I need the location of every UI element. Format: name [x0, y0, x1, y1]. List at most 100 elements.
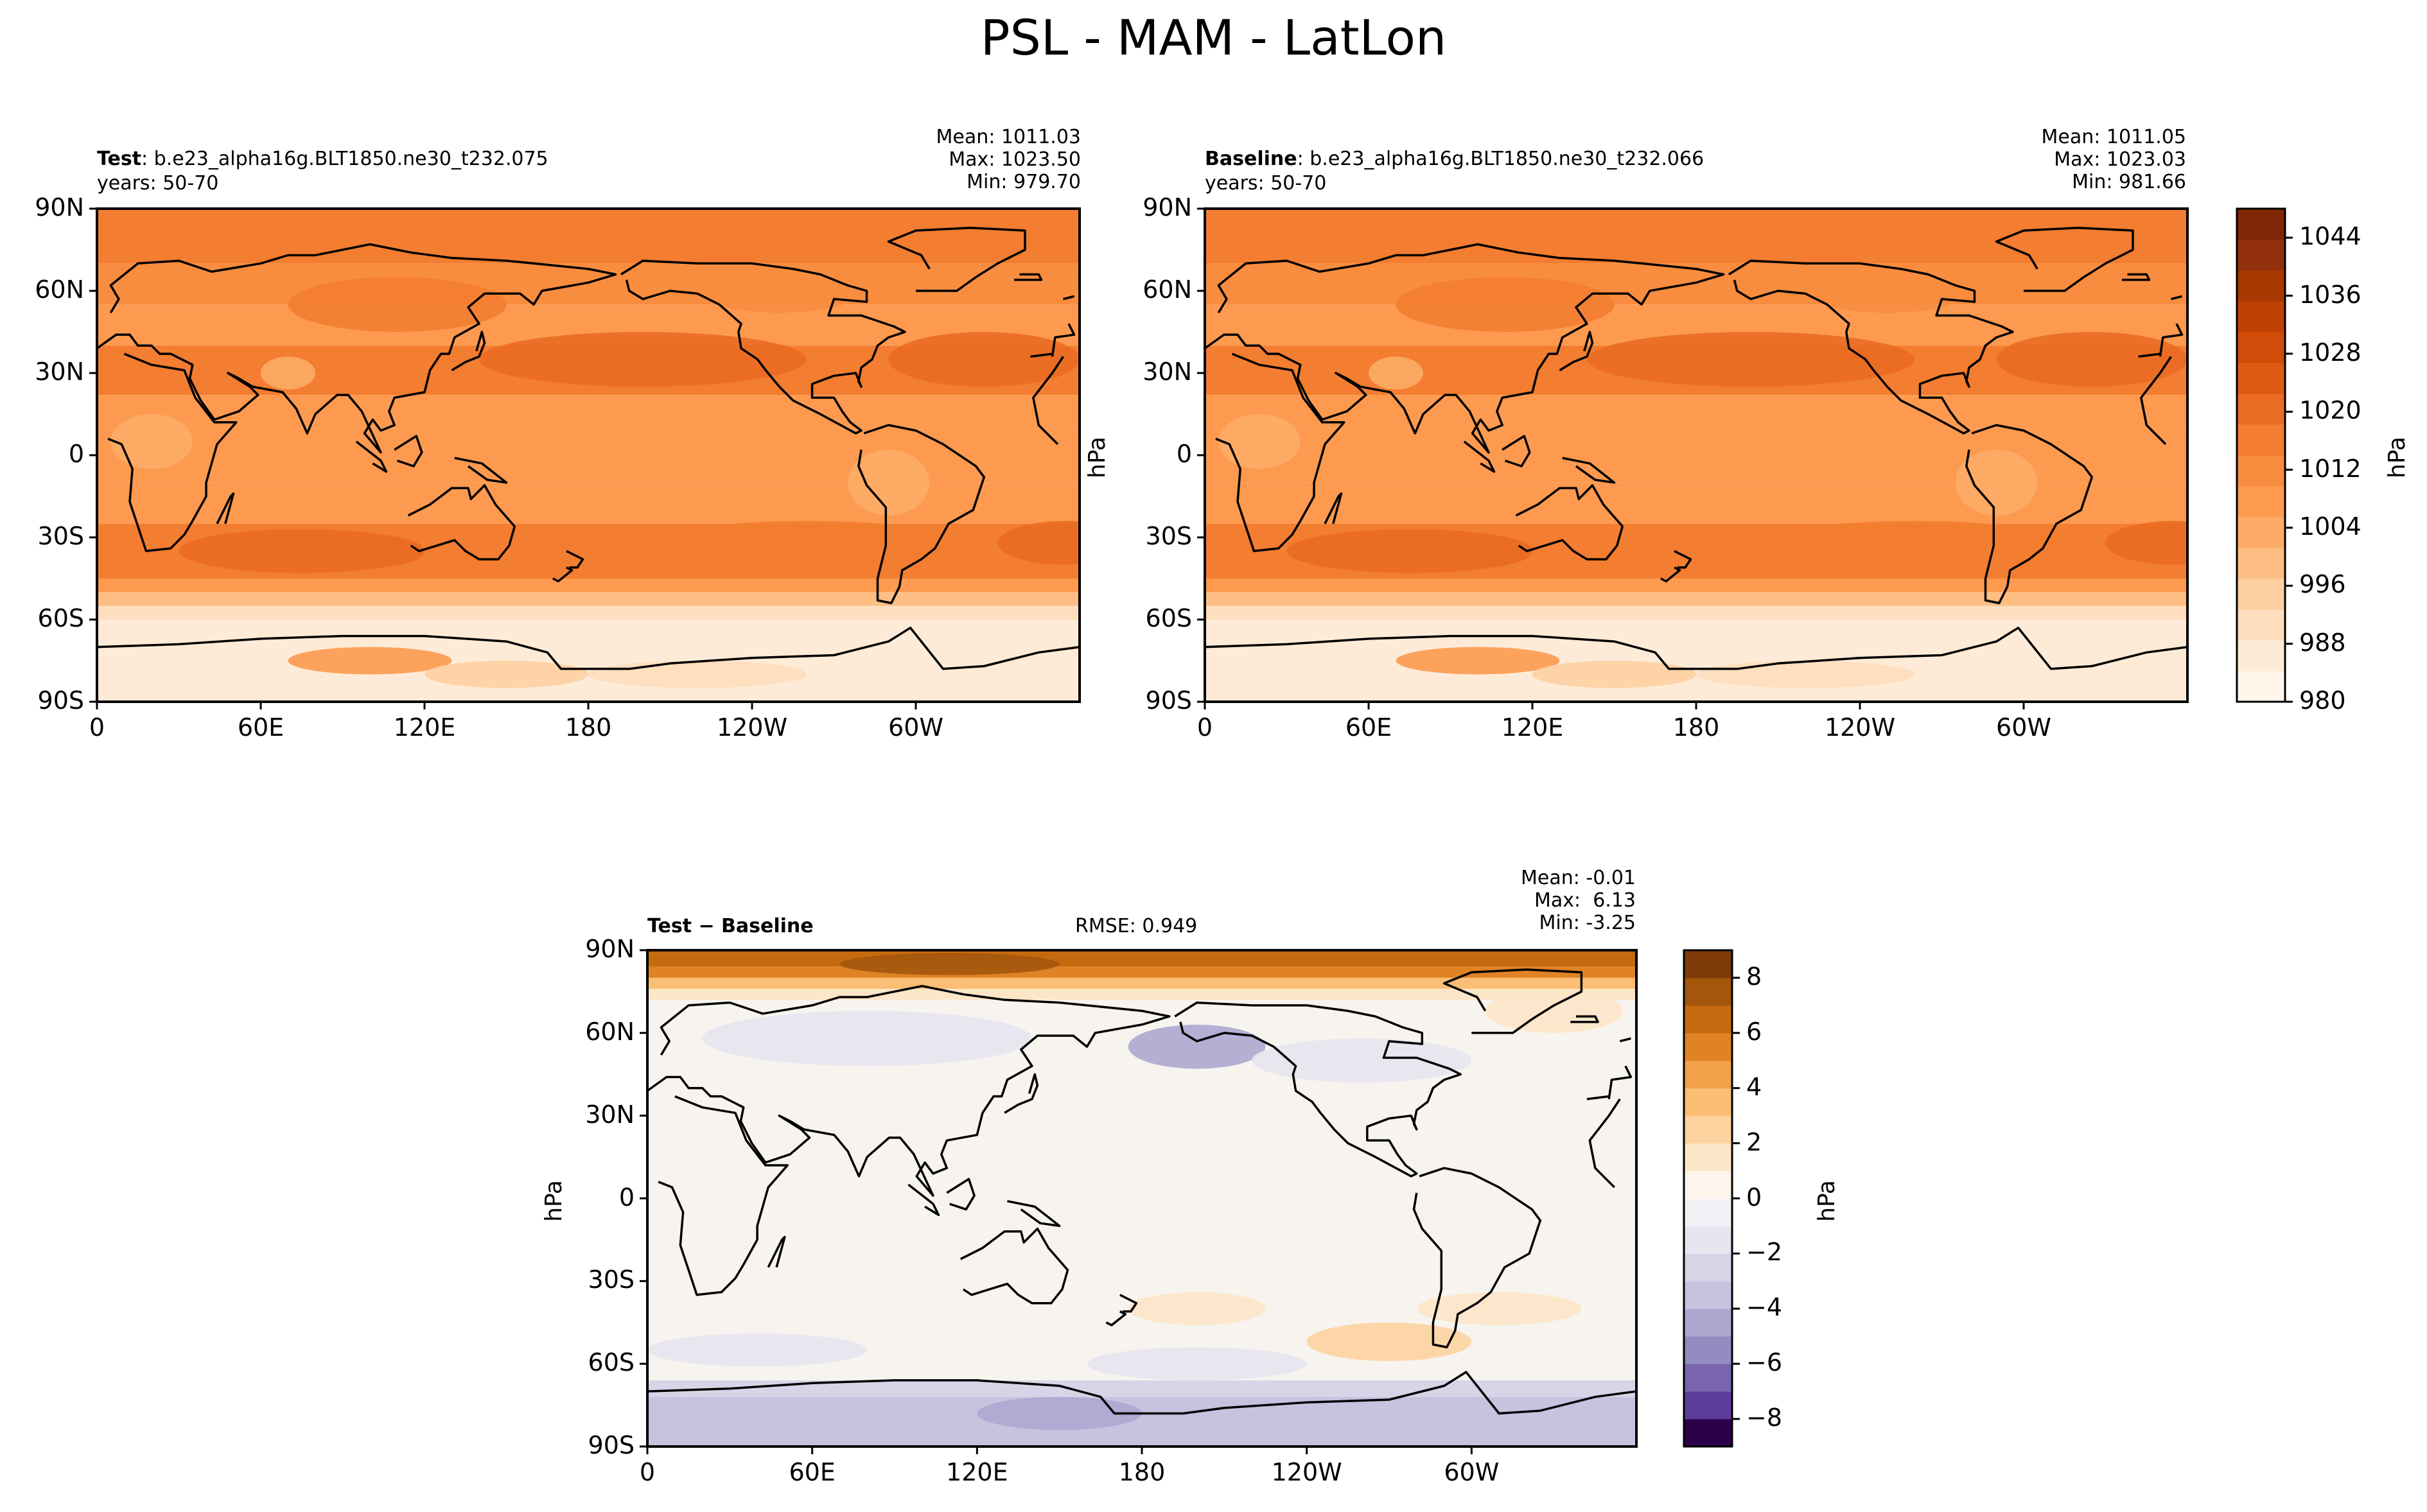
coastline	[1442, 968, 1583, 1034]
lat-tick-label: 0	[1176, 440, 1192, 468]
diff-anomaly-blob	[702, 1011, 1032, 1066]
colorbar-segment	[2237, 301, 2285, 333]
pressure-band	[97, 578, 1080, 593]
colorbar-tick-label: −6	[1746, 1348, 1783, 1377]
test-max: Max: 1023.50	[949, 148, 1081, 171]
coastline	[1004, 1073, 1039, 1114]
diff-colorbar	[1683, 949, 1740, 1448]
pressure-anomaly-blob	[288, 647, 452, 675]
colorbar-segment	[2237, 640, 2285, 672]
colorbar-segment	[1684, 977, 1732, 1006]
test-label: Test	[97, 148, 142, 170]
colorbar-tick-label: 1044	[2299, 222, 2361, 251]
pressure-anomaly-blob	[888, 332, 1080, 387]
colorbar-segment	[2237, 363, 2285, 394]
coastline	[355, 440, 388, 473]
pressure-anomaly-blob	[479, 332, 807, 387]
coastline	[620, 259, 906, 435]
pressure-anomaly-blob	[2105, 521, 2187, 565]
pressure-anomaly-blob	[1696, 661, 1914, 688]
colorbar-segment	[1684, 1198, 1732, 1226]
coastline	[394, 435, 423, 467]
colorbar-tick-label: 1020	[2299, 396, 2361, 425]
colorbar-segment	[2237, 486, 2285, 517]
baseline-map	[1197, 207, 2189, 709]
diff-anomaly-blob	[1306, 1322, 1472, 1361]
pressure-band	[1205, 638, 2187, 702]
colorbar-tick-label: 1036	[2299, 280, 2361, 309]
colorbar-tick-label: 4	[1746, 1072, 1762, 1101]
top-colorbar	[2236, 207, 2293, 703]
coastline	[647, 985, 1171, 1197]
coastline	[1502, 435, 1531, 467]
colorbar-tick-label: 996	[2299, 570, 2346, 599]
diff-anomaly-blob	[1485, 989, 1623, 1033]
colorbar-segment	[1684, 1060, 1732, 1089]
colorbar-tick-label: 980	[2299, 686, 2346, 715]
colorbar-tick-label: −2	[1746, 1238, 1783, 1267]
coastline	[1588, 1098, 1621, 1188]
diff-colorbar-label: hPa	[1813, 1180, 1840, 1222]
coastline	[767, 1235, 786, 1268]
pressure-anomaly-blob	[1218, 414, 1301, 469]
diff-anomaly-blob	[1362, 1402, 1582, 1436]
baseline-mean: Mean: 1011.05	[2041, 126, 2186, 148]
lat-tick-label: 30N	[1143, 358, 1192, 386]
baseline-years: years: 50-70	[1205, 172, 1327, 195]
pressure-anomaly-blob	[288, 277, 507, 332]
colorbar-segment	[1684, 1253, 1732, 1282]
pressure-band	[1205, 482, 2187, 524]
lon-tick-label: 60W	[1444, 1458, 1500, 1486]
colorbar-segment	[1684, 1032, 1732, 1061]
coastline	[1965, 424, 2094, 605]
coastline	[647, 1371, 1636, 1447]
pressure-anomaly-blob	[110, 414, 193, 469]
coastline	[1412, 1167, 1542, 1349]
lon-tick-label: 0	[89, 713, 105, 742]
colorbar-tick-label: 1012	[2299, 454, 2361, 483]
coastline	[959, 1227, 1069, 1305]
colorbar-segment	[2237, 424, 2285, 456]
lon-tick-label: 60W	[1996, 713, 2051, 742]
colorbar-tick-label: 988	[2299, 628, 2346, 657]
coastline	[407, 484, 516, 560]
colorbar-segment	[1684, 1364, 1732, 1392]
lat-tick-label: 90S	[588, 1431, 635, 1459]
colorbar-segment	[2237, 517, 2285, 548]
coastline	[1559, 331, 1594, 372]
colorbar-segment	[2237, 609, 2285, 641]
coastline	[1660, 566, 1681, 583]
diff-label: Test − Baseline	[647, 915, 814, 937]
coastline	[1205, 627, 2187, 702]
coastline	[2122, 273, 2151, 281]
diff-mean: Mean: -0.01	[1520, 867, 1636, 889]
colorbar-segment	[2237, 209, 2285, 240]
colorbar-segment	[2237, 270, 2285, 302]
lon-tick-label: 60W	[888, 713, 943, 742]
lat-tick-label: 60N	[585, 1017, 635, 1046]
coastline	[451, 331, 486, 372]
pressure-band	[97, 482, 1080, 524]
top-colorbar-label: hPa	[2383, 437, 2410, 478]
test-header: Test: b.e23_alpha16g.BLT1850.ne30_t232.0…	[97, 148, 548, 170]
diff-rmse: RMSE: 0.949	[1075, 915, 1198, 937]
colorbar-segment	[1684, 1115, 1732, 1144]
coastline	[907, 1183, 940, 1217]
coastline	[97, 627, 1080, 702]
pressure-band	[1205, 428, 2187, 483]
diff-band	[647, 1380, 1636, 1397]
coastline	[1324, 492, 1343, 525]
coastline	[1215, 352, 1345, 553]
lat-tick-label: 60N	[1143, 275, 1192, 304]
pressure-anomaly-blob	[1396, 277, 1615, 332]
pressure-anomaly-blob	[315, 534, 425, 568]
coastline	[658, 1095, 789, 1296]
colorbar-segment	[1684, 1170, 1732, 1199]
colorbar-segment	[2237, 332, 2285, 363]
pressure-anomaly-blob	[1423, 534, 1532, 568]
colorbar-tick-label: 1004	[2299, 512, 2361, 541]
lat-tick-label: 30N	[35, 358, 84, 386]
test-stats: Mean: 1011.03 Max: 1023.50 Min: 979.70	[936, 126, 1081, 193]
coastline	[1007, 1200, 1061, 1228]
colorbar-segment	[2237, 671, 2285, 702]
